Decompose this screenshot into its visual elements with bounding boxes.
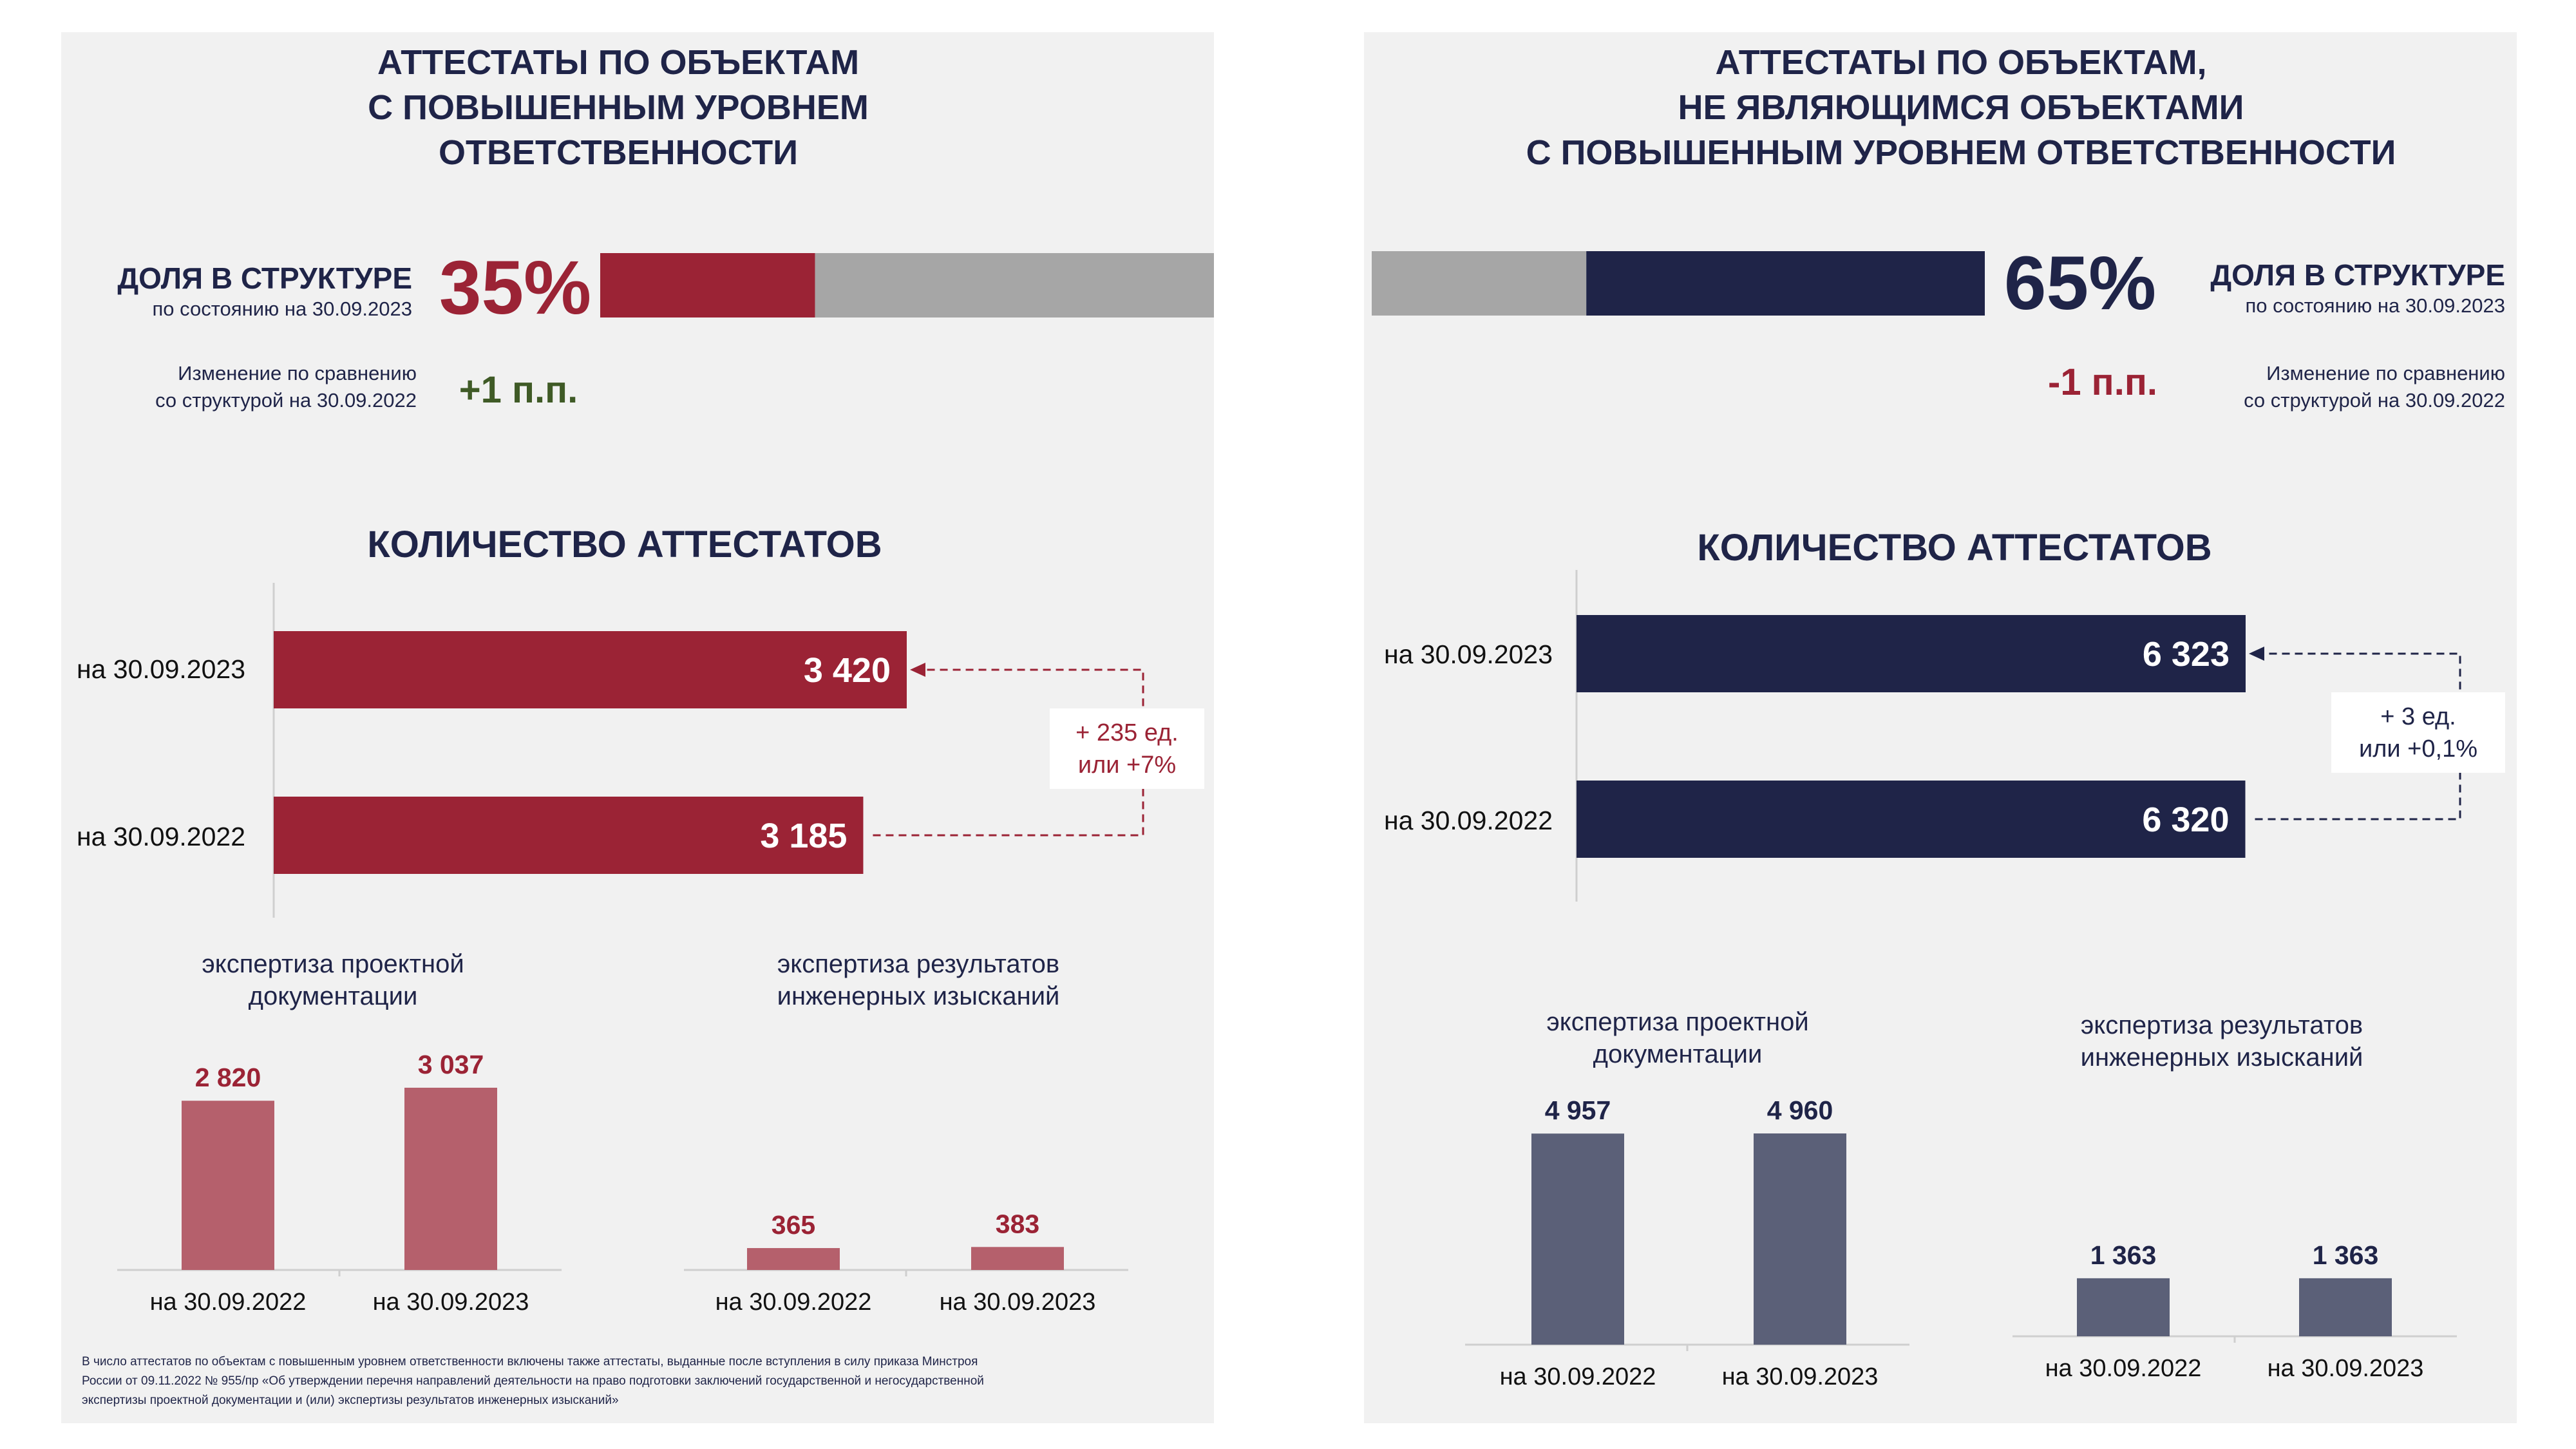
right-design-subtitle-line-2: документации — [1593, 1040, 1763, 1068]
right-share-segment-2 — [1586, 251, 1985, 316]
right-count-bar-1 — [1577, 615, 2246, 692]
right-title: АТТЕСТАТЫ ПО ОБЪЕКТАМ, НЕ ЯВЛЯЮЩИМСЯ ОБЪ… — [1526, 43, 2396, 172]
left-survey-category-2: на 30.09.2023 — [940, 1289, 1096, 1316]
left-share-label: ДОЛЯ В СТРУКТУРЕ — [117, 261, 412, 295]
right-count-title: КОЛИЧЕСТВО АТТЕСТАТОВ — [1697, 527, 2211, 569]
right-count-bar-label-1: 6 323 — [2143, 635, 2230, 674]
right-survey-value-1: 1 363 — [2090, 1240, 2157, 1270]
left-count-title: КОЛИЧЕСТВО АТТЕСТАТОВ — [367, 524, 882, 565]
left-delta-units: + 235 ед. — [1075, 719, 1179, 746]
left-title-line-3: ОТВЕТСТВЕННОСТИ — [439, 133, 798, 172]
left-share-segment-2 — [815, 253, 1214, 317]
left-count-bar-2 — [274, 797, 864, 874]
left-design-column-2 — [404, 1088, 497, 1270]
left-title: АТТЕСТАТЫ ПО ОБЪЕКТАМ С ПОВЫШЕННЫМ УРОВН… — [368, 43, 869, 172]
left-survey-subtitle-line-2: инженерных изысканий — [777, 982, 1060, 1010]
right-design-value-1: 4 957 — [1545, 1095, 1611, 1125]
right-design-column-2 — [1754, 1133, 1846, 1345]
right-share-value: 65% — [2004, 241, 2156, 326]
right-survey-column-2 — [2299, 1278, 2392, 1336]
left-count-bar-label-1: 3 420 — [804, 651, 891, 690]
right-survey-category-2: на 30.09.2023 — [2268, 1355, 2424, 1382]
right-share-bar — [1372, 251, 1985, 316]
right-title-line-3: С ПОВЫШЕННЫМ УРОВНЕМ ОТВЕТСТВЕННОСТИ — [1526, 133, 2396, 172]
right-count-category-2023: на 30.09.2023 — [1384, 639, 1553, 669]
left-footnote-line-1: В число аттестатов по объектам с повышен… — [82, 1355, 978, 1368]
left-count-bar-1 — [274, 631, 907, 708]
right-delta-units: + 3 ед. — [2380, 703, 2456, 730]
right-change-label-line-1: Изменение по сравнению — [2266, 362, 2505, 384]
right-design-subtitle-line-1: экспертиза проектной — [1546, 1008, 1808, 1036]
right-change-value: -1 п.п. — [2048, 361, 2157, 403]
right-count-chart: 6 323 6 320 — [1575, 570, 2461, 902]
left-survey-value-1: 365 — [772, 1210, 815, 1240]
left-change-label-line-1: Изменение по сравнению — [178, 362, 417, 384]
right-design-value-2: 4 960 — [1767, 1095, 1833, 1125]
left-count-change-arrowhead — [910, 663, 925, 677]
right-title-line-1: АТТЕСТАТЫ ПО ОБЪЕКТАМ, — [1715, 43, 2206, 82]
right-design-column-1 — [1531, 1133, 1624, 1345]
left-survey-category-1: на 30.09.2022 — [715, 1289, 872, 1316]
left-count-bar-label-2: 3 185 — [760, 817, 847, 855]
left-design-column-1 — [182, 1101, 274, 1270]
right-change-label-line-2: со структурой на 30.09.2022 — [2244, 389, 2505, 412]
left-share-value: 35% — [439, 245, 591, 330]
right-delta-box: + 3 ед. или +0,1% — [2331, 692, 2505, 773]
right-survey-subtitle-line-2: инженерных изысканий — [2081, 1043, 2363, 1072]
right-count-bar-2 — [1577, 781, 2246, 858]
right-delta-percent: или +0,1% — [2359, 735, 2477, 762]
left-design-value-2: 3 037 — [418, 1050, 484, 1079]
left-survey-value-2: 383 — [996, 1209, 1039, 1238]
left-change-value: +1 п.п. — [459, 369, 578, 411]
left-survey-column-2 — [971, 1247, 1064, 1270]
right-count-category-2022: на 30.09.2022 — [1384, 806, 1553, 835]
left-survey-column-1 — [747, 1247, 840, 1270]
left-title-line-2: С ПОВЫШЕННЫМ УРОВНЕМ — [368, 88, 869, 127]
left-design-columns: 2 820 на 30.09.2022 3 037 на 30.09.2023 — [117, 1050, 562, 1316]
right-design-category-2: на 30.09.2023 — [1722, 1363, 1879, 1390]
left-footnote-line-2: России от 09.11.2022 № 955/пр «Об утверж… — [82, 1374, 984, 1388]
left-title-line-1: АТТЕСТАТЫ ПО ОБЪЕКТАМ — [377, 43, 859, 82]
left-count-category-2022: на 30.09.2022 — [77, 822, 245, 851]
right-count-change-arrowhead — [2249, 647, 2264, 661]
left-count-chart: 3 420 3 185 — [272, 583, 1144, 918]
right-survey-columns: 1 363 на 30.09.2022 1 363 на 30.09.2023 — [2012, 1240, 2457, 1382]
left-change-label-line-2: со структурой на 30.09.2022 — [155, 389, 417, 412]
right-share-segment-1 — [1372, 251, 1587, 316]
left-survey-subtitle-line-1: экспертиза результатов — [777, 950, 1059, 978]
right-survey-category-1: на 30.09.2022 — [2045, 1355, 2202, 1382]
right-title-line-2: НЕ ЯВЛЯЮЩИМСЯ ОБЪЕКТАМИ — [1678, 88, 2244, 127]
right-design-category-1: на 30.09.2022 — [1500, 1363, 1656, 1390]
left-share-date: по состоянию на 30.09.2023 — [152, 298, 412, 320]
left-design-category-1: на 30.09.2022 — [150, 1289, 307, 1316]
left-design-subtitle-line-1: экспертиза проектной — [202, 950, 464, 978]
left-delta-percent: или +7% — [1078, 752, 1176, 779]
left-share-segment-1 — [600, 253, 815, 317]
right-share-date: по состоянию на 30.09.2023 — [2245, 294, 2505, 317]
right-survey-value-2: 1 363 — [2313, 1240, 2379, 1270]
right-survey-column-1 — [2077, 1278, 2170, 1336]
left-design-subtitle-line-2: документации — [249, 982, 418, 1010]
right-survey-subtitle-line-1: экспертиза результатов — [2081, 1011, 2363, 1039]
left-count-category-2023: на 30.09.2023 — [77, 654, 245, 684]
right-share-label: ДОЛЯ В СТРУКТУРЕ — [2210, 258, 2505, 292]
left-design-category-2: на 30.09.2023 — [373, 1289, 529, 1316]
left-footnote: В число аттестатов по объектам с повышен… — [82, 1355, 984, 1407]
right-count-bar-label-2: 6 320 — [2142, 800, 2229, 839]
left-footnote-line-3: экспертизы проектной документации и (или… — [82, 1394, 619, 1407]
left-design-value-1: 2 820 — [195, 1063, 261, 1092]
left-delta-box: + 235 ед. или +7% — [1050, 708, 1204, 789]
left-share-bar — [600, 253, 1214, 317]
right-design-columns: 4 957 на 30.09.2022 4 960 на 30.09.2023 — [1465, 1095, 1909, 1390]
left-survey-columns: 365 на 30.09.2022 383 на 30.09.2023 — [684, 1209, 1128, 1316]
